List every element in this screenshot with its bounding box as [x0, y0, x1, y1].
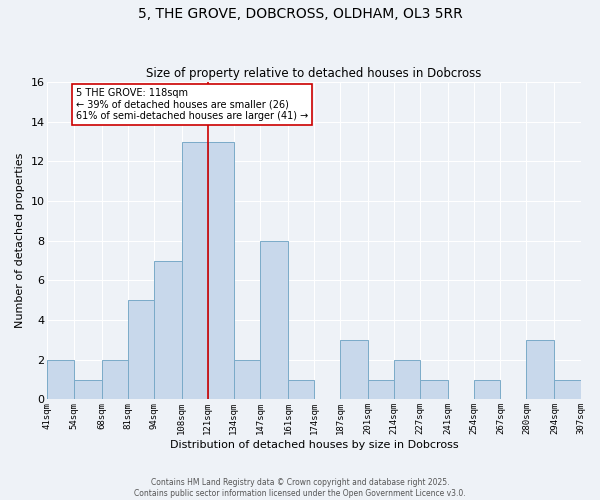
Bar: [234, 360, 260, 400]
X-axis label: Distribution of detached houses by size in Dobcross: Distribution of detached houses by size …: [170, 440, 458, 450]
Text: Contains HM Land Registry data © Crown copyright and database right 2025.
Contai: Contains HM Land Registry data © Crown c…: [134, 478, 466, 498]
Bar: [340, 340, 368, 400]
Bar: [526, 340, 554, 400]
Bar: [182, 142, 208, 400]
Bar: [154, 260, 182, 400]
Bar: [394, 360, 420, 400]
Text: 5 THE GROVE: 118sqm
← 39% of detached houses are smaller (26)
61% of semi-detach: 5 THE GROVE: 118sqm ← 39% of detached ho…: [76, 88, 308, 121]
Bar: [74, 380, 101, 400]
Title: Size of property relative to detached houses in Dobcross: Size of property relative to detached ho…: [146, 66, 482, 80]
Bar: [474, 380, 500, 400]
Bar: [288, 380, 314, 400]
Bar: [101, 360, 128, 400]
Bar: [420, 380, 448, 400]
Text: 5, THE GROVE, DOBCROSS, OLDHAM, OL3 5RR: 5, THE GROVE, DOBCROSS, OLDHAM, OL3 5RR: [137, 8, 463, 22]
Bar: [368, 380, 394, 400]
Bar: [47, 360, 74, 400]
Y-axis label: Number of detached properties: Number of detached properties: [15, 153, 25, 328]
Bar: [128, 300, 154, 400]
Bar: [260, 240, 288, 400]
Bar: [554, 380, 581, 400]
Bar: [208, 142, 234, 400]
